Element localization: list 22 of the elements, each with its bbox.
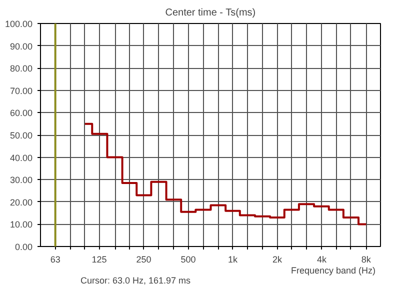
y-tick-label: 20.00	[10, 197, 33, 208]
x-tick-label: 250	[136, 254, 152, 264]
y-tick-label: 80.00	[10, 64, 33, 74]
y-tick-label: 30.00	[10, 175, 33, 186]
x-tick-label: 4k	[316, 254, 327, 264]
x-tick-label: 2k	[272, 254, 282, 264]
x-tick-label: 500	[180, 254, 196, 264]
y-tick-label: 40.00	[10, 152, 33, 163]
x-axis-title: Frequency band (Hz)	[290, 266, 376, 276]
y-tick-label: 90.00	[10, 41, 33, 52]
y-tick-label: 100.00	[4, 19, 33, 29]
chart-title: Center time - Ts(ms)	[165, 8, 256, 18]
x-tick-label: 125	[92, 254, 107, 264]
y-tick-label: 50.00	[10, 130, 33, 140]
x-tick-label: 63	[50, 254, 60, 264]
y-tick-label: 0.00	[14, 242, 33, 252]
y-tick-label: 70.00	[10, 86, 33, 96]
x-tick-label: 8k	[361, 254, 372, 264]
x-tick-label: 1k	[228, 254, 238, 264]
text: Cursor: 63.0 Hz, 161.97 ms	[80, 276, 192, 286]
y-tick-label: 10.00	[10, 220, 33, 230]
y-tick-label: 60.00	[10, 108, 33, 118]
